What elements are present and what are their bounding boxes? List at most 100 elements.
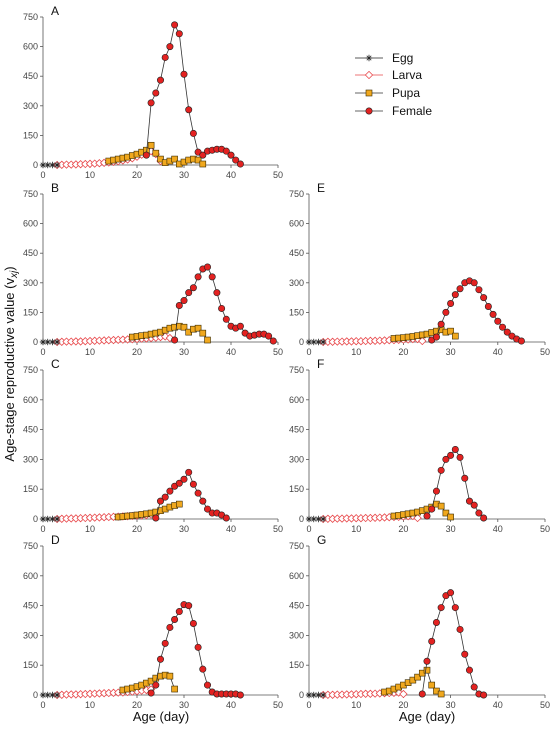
y-tick-label: 150 bbox=[289, 307, 304, 317]
legend-egg: Egg bbox=[355, 51, 413, 65]
data-point-female bbox=[157, 76, 165, 84]
data-point-female bbox=[152, 514, 160, 522]
y-tick-label: 450 bbox=[289, 601, 304, 611]
data-point-egg bbox=[319, 691, 327, 699]
y-tick-label: 450 bbox=[289, 425, 304, 435]
legend-label-larva: Larva bbox=[392, 68, 422, 82]
data-point-female bbox=[199, 497, 207, 505]
y-tick-label: 600 bbox=[23, 42, 38, 52]
x-tick-label: 30 bbox=[179, 700, 189, 710]
y-tick-label: 300 bbox=[23, 454, 38, 464]
data-point-female bbox=[175, 301, 183, 309]
data-point-female bbox=[180, 70, 188, 78]
y-tick-label: 0 bbox=[33, 514, 38, 524]
x-tick-label: 40 bbox=[226, 524, 236, 534]
female-circle-icon bbox=[365, 107, 373, 115]
data-point-female bbox=[447, 300, 455, 308]
y-tick-label: 450 bbox=[23, 71, 38, 81]
data-point-egg bbox=[319, 338, 327, 346]
data-point-female bbox=[236, 160, 244, 168]
series-female bbox=[418, 589, 488, 699]
data-point-female bbox=[222, 514, 230, 522]
x-tick-label: 50 bbox=[273, 700, 283, 710]
x-tick-label: 20 bbox=[132, 700, 142, 710]
x-tick-label: 10 bbox=[85, 524, 95, 534]
x-tick-label: 0 bbox=[306, 700, 311, 710]
x-tick-label: 30 bbox=[446, 524, 456, 534]
x-tick-label: 20 bbox=[132, 170, 142, 180]
series-pupa bbox=[390, 500, 454, 521]
data-point-female bbox=[432, 618, 440, 626]
data-point-female bbox=[161, 639, 169, 647]
series-female bbox=[147, 601, 244, 699]
series-line-female bbox=[146, 23, 241, 165]
data-point-female bbox=[166, 43, 174, 51]
x-tick-label: 10 bbox=[351, 347, 361, 357]
data-point-female bbox=[166, 487, 174, 495]
series-pupa bbox=[105, 141, 207, 168]
y-tick-label: 600 bbox=[289, 395, 304, 405]
x-tick-label: 30 bbox=[179, 170, 189, 180]
y-tick-label: 300 bbox=[23, 630, 38, 640]
data-point-female bbox=[222, 315, 230, 323]
data-point-female bbox=[194, 273, 202, 281]
data-point-female bbox=[185, 468, 193, 476]
y-tick-label: 150 bbox=[23, 484, 38, 494]
data-point-female bbox=[152, 89, 160, 97]
data-point-female bbox=[442, 455, 450, 463]
y-tick-label: 750 bbox=[23, 12, 38, 22]
data-point-pupa bbox=[447, 513, 454, 521]
data-point-female bbox=[180, 475, 188, 483]
legend-label-female: Female bbox=[392, 104, 432, 118]
data-point-female bbox=[447, 589, 455, 597]
data-point-egg bbox=[53, 338, 61, 346]
y-tick-label: 150 bbox=[23, 660, 38, 670]
data-point-female bbox=[470, 279, 478, 287]
data-point-pupa bbox=[447, 327, 454, 335]
data-point-female bbox=[236, 691, 244, 699]
data-point-female bbox=[147, 99, 155, 107]
data-point-female bbox=[208, 273, 216, 281]
data-point-female bbox=[213, 289, 221, 297]
x-tick-label: 30 bbox=[446, 347, 456, 357]
x-tick-label: 0 bbox=[306, 524, 311, 534]
data-point-pupa bbox=[437, 502, 445, 510]
y-tick-label: 750 bbox=[289, 189, 304, 199]
x-tick-label: 20 bbox=[398, 347, 408, 357]
data-point-female bbox=[442, 308, 450, 316]
data-point-female bbox=[189, 284, 197, 292]
legend-marker-female bbox=[365, 107, 373, 115]
data-point-pupa bbox=[180, 323, 188, 331]
y-tick-label: 600 bbox=[289, 571, 304, 581]
larva-diamond-icon bbox=[364, 70, 374, 80]
y-tick-label: 750 bbox=[289, 541, 304, 551]
y-tick-label: 150 bbox=[289, 660, 304, 670]
panel-label-f: F bbox=[317, 357, 324, 371]
x-tick-label: 0 bbox=[40, 170, 45, 180]
x-tick-label: 30 bbox=[446, 700, 456, 710]
series-female bbox=[428, 277, 525, 345]
data-point-egg bbox=[53, 161, 61, 169]
data-point-female bbox=[432, 333, 440, 341]
data-point-female bbox=[470, 683, 478, 691]
y-tick-label: 450 bbox=[23, 601, 38, 611]
data-point-female bbox=[218, 304, 226, 312]
data-point-female bbox=[175, 479, 183, 487]
y-axis-title: Age-stage reproductive value (vxj) bbox=[2, 266, 20, 461]
data-point-female bbox=[157, 497, 165, 505]
series-egg bbox=[305, 691, 327, 699]
data-point-pupa bbox=[442, 509, 450, 517]
data-point-female bbox=[437, 466, 445, 474]
series-pupa bbox=[381, 666, 445, 698]
y-tick-label: 600 bbox=[23, 571, 38, 581]
y-tick-label: 0 bbox=[33, 690, 38, 700]
panel-f: 0 150 300 450 600 750 0 10 20 30 40 50 F bbox=[289, 357, 550, 534]
y-tick-label: 0 bbox=[299, 337, 304, 347]
panel-label-b: B bbox=[51, 181, 59, 195]
data-point-female bbox=[269, 337, 277, 345]
data-point-female bbox=[227, 151, 235, 159]
series-egg bbox=[39, 691, 61, 699]
pupa-square-icon bbox=[365, 89, 373, 97]
data-point-pupa bbox=[171, 685, 178, 693]
data-point-female bbox=[447, 451, 455, 459]
